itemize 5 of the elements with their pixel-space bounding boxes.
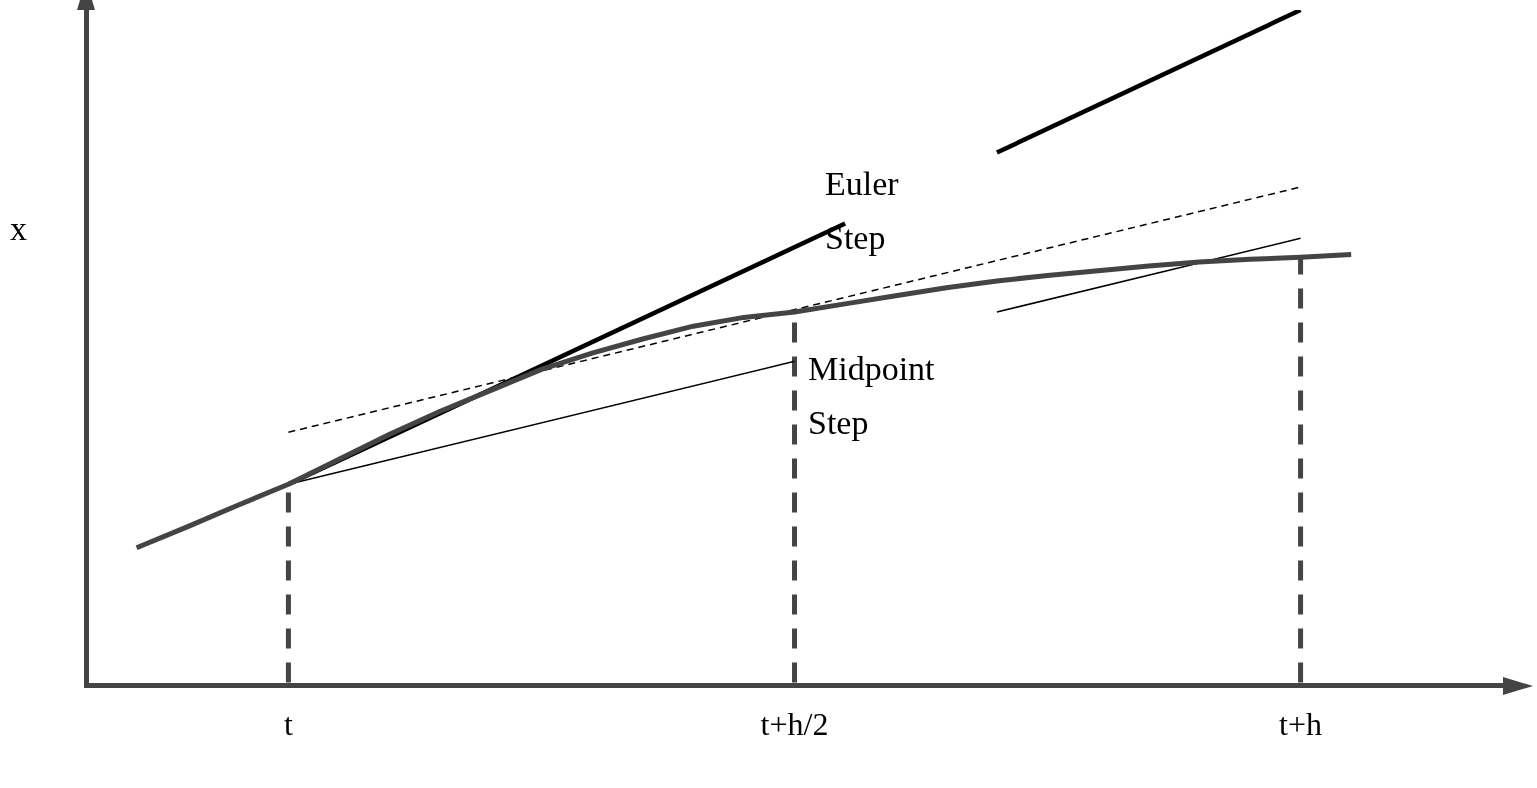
annotation: Midpoint Step <box>808 350 936 441</box>
y-axis-title: x <box>10 210 27 247</box>
x-tick-label: t+h <box>1279 706 1323 743</box>
x-tick-label: t+h/2 <box>760 706 829 743</box>
x-tick-label: t <box>283 706 293 743</box>
